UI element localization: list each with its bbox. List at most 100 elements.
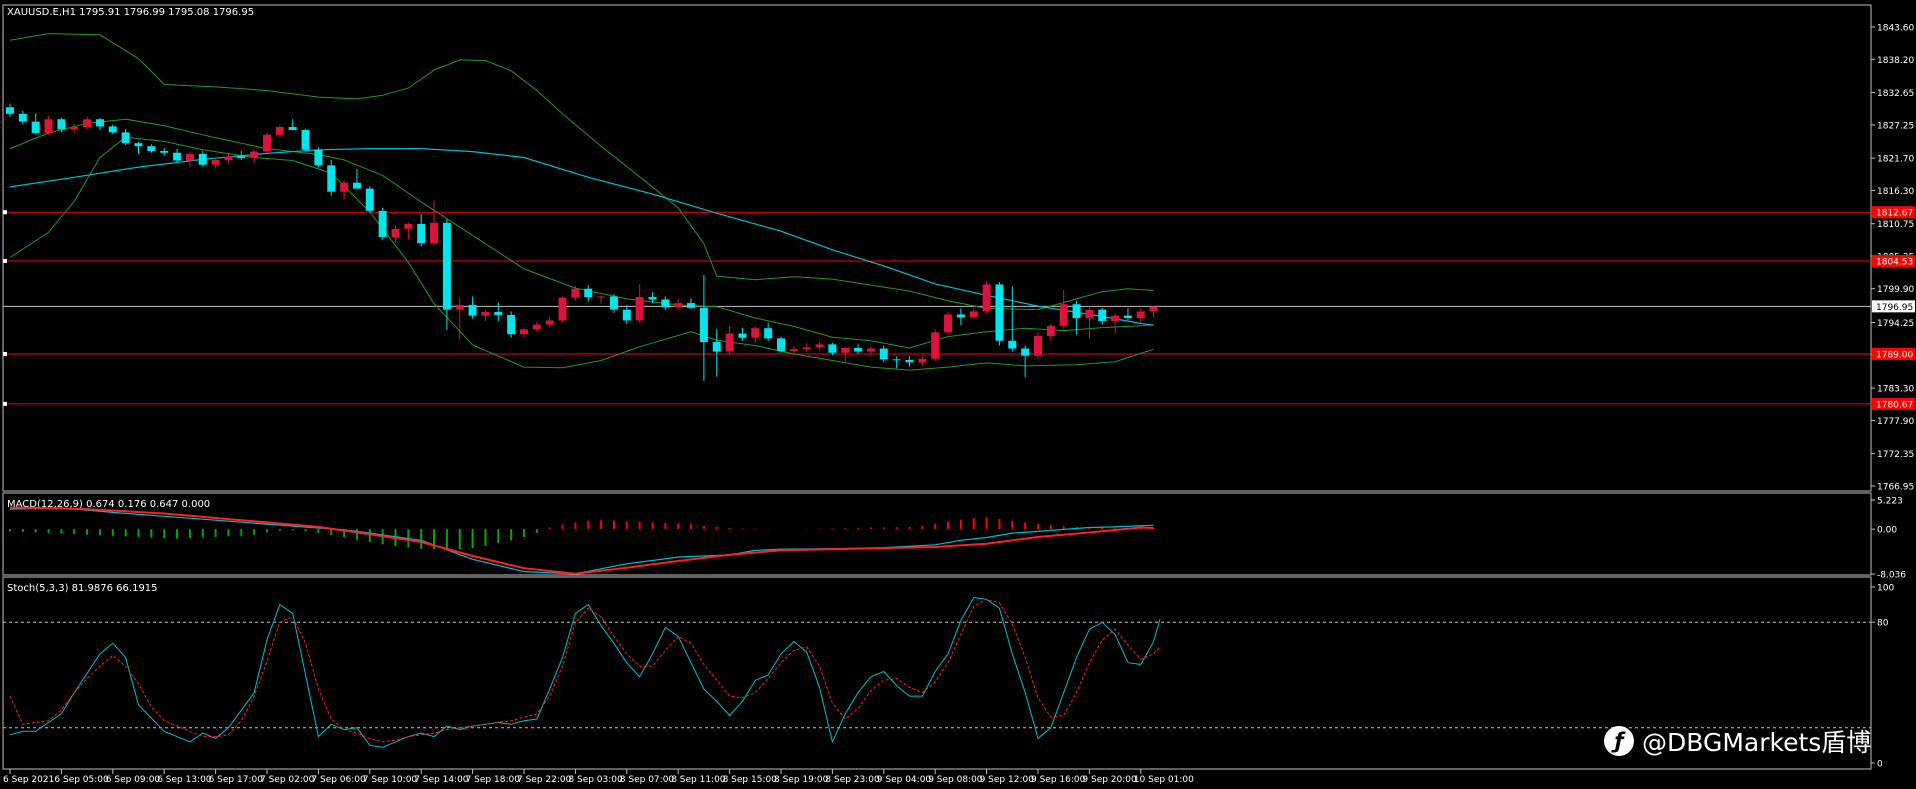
level-price-label: 1780.67 bbox=[1876, 400, 1913, 410]
y-tick-label: 1816.30 bbox=[1877, 187, 1914, 197]
candle-body bbox=[687, 303, 696, 308]
stoch-main-line bbox=[9, 597, 1161, 748]
candle-body bbox=[121, 132, 130, 144]
watermark-text: @DBGMarkets盾博 bbox=[1642, 728, 1872, 757]
candle-body bbox=[95, 119, 104, 127]
candle-body bbox=[558, 297, 567, 321]
candle-body bbox=[404, 224, 413, 229]
candle-body bbox=[288, 127, 297, 130]
candle-body bbox=[352, 182, 361, 189]
candle-body bbox=[417, 224, 426, 244]
candle-body bbox=[995, 284, 1004, 341]
level-price-tag bbox=[1872, 347, 1915, 360]
candle-body bbox=[44, 119, 53, 133]
candle-body bbox=[340, 182, 349, 192]
candle-body bbox=[674, 303, 683, 308]
axes: 1843.60 1838.20 1832.65 1827.25 1821.70 1816.… bbox=[3, 24, 1915, 785]
bollinger-lower-line bbox=[9, 136, 1154, 371]
candle-body bbox=[18, 113, 27, 122]
level-price-label: 1804.53 bbox=[1876, 257, 1913, 267]
x-tick-label: 6 Sep 13:00 bbox=[157, 775, 212, 785]
candle-body bbox=[198, 153, 207, 165]
candle-body bbox=[1021, 348, 1030, 356]
x-tick-label: 8 Sep 03:00 bbox=[568, 775, 623, 785]
macd-signal-line bbox=[9, 506, 1154, 575]
x-tick-label: 8 Sep 15:00 bbox=[723, 775, 778, 785]
candle-body bbox=[430, 222, 439, 244]
bollinger-middle-line bbox=[9, 118, 1154, 349]
y-tick-label: 1827.25 bbox=[1877, 121, 1914, 131]
candle-body bbox=[789, 349, 798, 351]
candle-body bbox=[584, 288, 593, 298]
candle-body bbox=[969, 311, 978, 318]
candle-body bbox=[211, 159, 220, 165]
candle-body bbox=[481, 312, 490, 316]
candle-body bbox=[442, 222, 451, 310]
candle-body bbox=[1008, 340, 1017, 349]
candle-body bbox=[944, 314, 953, 333]
main-price-pane[interactable]: XAUUSD.E,H1 1795.91 1796.99 1795.08 1796… bbox=[2, 4, 1872, 492]
level-anchor bbox=[3, 210, 7, 215]
y-tick-label: 1832.65 bbox=[1877, 89, 1914, 99]
main-pane-frame bbox=[2, 4, 1872, 492]
y-tick-label: 1794.25 bbox=[1877, 319, 1914, 329]
macd-y-tick-label: -8.036 bbox=[1877, 571, 1906, 581]
x-tick-label: 6 Sep 17:00 bbox=[209, 775, 264, 785]
candle-body bbox=[699, 307, 708, 342]
candle-body bbox=[1149, 306, 1158, 312]
stochastic-pane[interactable]: Stoch(5,3,3) 81.9876 66.1915 bbox=[2, 576, 1872, 770]
candle-body bbox=[918, 358, 927, 363]
candle-body bbox=[635, 297, 644, 321]
candle-body bbox=[185, 153, 194, 161]
stochastic-plot bbox=[3, 597, 1871, 748]
symbol-header: XAUUSD.E,H1 1795.91 1796.99 1795.08 1796… bbox=[7, 7, 254, 18]
level-anchor bbox=[3, 258, 7, 263]
candle-body bbox=[854, 347, 863, 352]
candle-body bbox=[70, 127, 79, 130]
candle-body bbox=[365, 188, 374, 211]
y-tick-label: 1810.75 bbox=[1877, 220, 1914, 230]
macd-pane[interactable]: MACD(12,26,9) 0.674 0.176 0.647 0.000 bbox=[2, 492, 1872, 576]
level-price-tag bbox=[1872, 206, 1915, 219]
stoch-y-tick-label: 100 bbox=[1877, 584, 1894, 594]
candle-body bbox=[982, 284, 991, 312]
candle-body bbox=[905, 359, 914, 363]
y-tick-label: 1843.60 bbox=[1877, 24, 1914, 34]
bollinger-upper-line bbox=[9, 33, 1154, 311]
candle-body bbox=[1098, 309, 1107, 322]
x-tick-label: 7 Sep 14:00 bbox=[414, 775, 469, 785]
candle-body bbox=[815, 344, 824, 348]
candle-body bbox=[712, 341, 721, 352]
candle-body bbox=[892, 359, 901, 361]
candle-body bbox=[327, 165, 336, 192]
x-tick-label: 7 Sep 06:00 bbox=[311, 775, 366, 785]
candle-body bbox=[1085, 309, 1094, 319]
candle-body bbox=[597, 296, 606, 298]
macd-label: MACD(12,26,9) 0.674 0.176 0.647 0.000 bbox=[7, 499, 210, 510]
level-price-label: 1789.00 bbox=[1876, 350, 1913, 360]
y-tick-label: 1772.35 bbox=[1877, 450, 1914, 460]
candle-body bbox=[751, 328, 760, 338]
level-anchor bbox=[3, 351, 7, 356]
candle-body bbox=[507, 315, 516, 335]
x-tick-label: 7 Sep 18:00 bbox=[466, 775, 521, 785]
candle-body bbox=[738, 333, 747, 338]
y-tick-label: 1783.30 bbox=[1877, 385, 1914, 395]
level-price-tag bbox=[1872, 397, 1915, 410]
x-tick-label: 9 Sep 08:00 bbox=[928, 775, 983, 785]
candle-body bbox=[108, 126, 117, 133]
candle-body bbox=[571, 288, 580, 298]
x-tick-label: 9 Sep 20:00 bbox=[1082, 775, 1137, 785]
x-tick-label: 9 Sep 16:00 bbox=[1031, 775, 1086, 785]
candle-body bbox=[1046, 325, 1055, 336]
candle-body bbox=[275, 127, 284, 135]
candle-body bbox=[250, 151, 259, 159]
macd-line bbox=[9, 507, 1154, 575]
candle-body bbox=[6, 107, 14, 114]
macd-pane-frame bbox=[2, 492, 1872, 576]
candle-body bbox=[777, 338, 785, 351]
candle-body bbox=[237, 156, 246, 159]
candle-body bbox=[1136, 311, 1145, 319]
y-tick-label: 1799.90 bbox=[1877, 285, 1914, 295]
